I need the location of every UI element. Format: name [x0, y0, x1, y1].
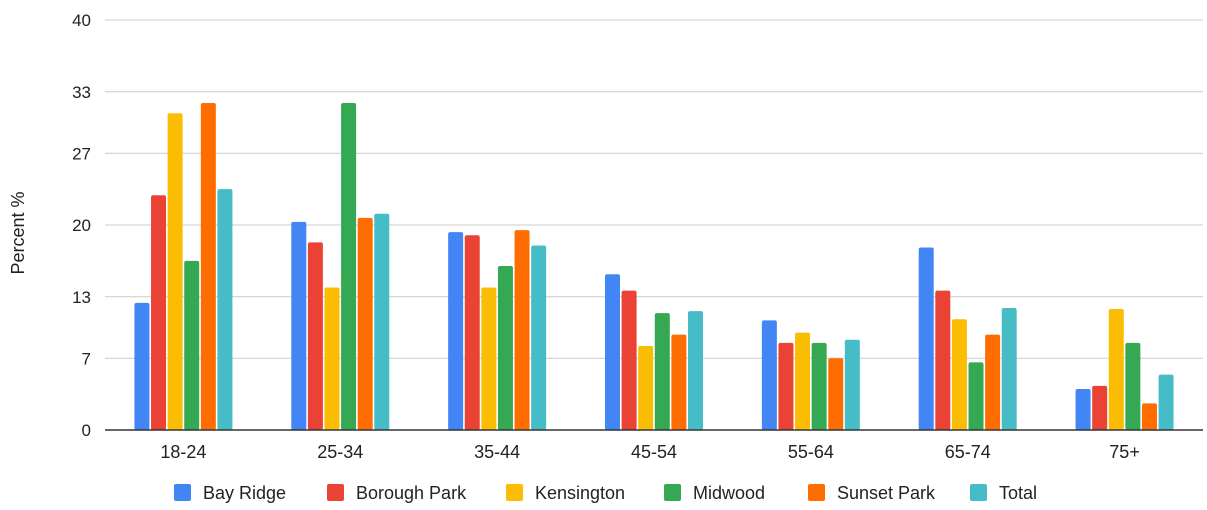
bar-total-55-64 [844, 339, 860, 430]
y-tick-label: 0 [82, 421, 91, 440]
bar-sunset-park-65-74 [985, 334, 1001, 430]
legend-swatch [970, 484, 987, 501]
y-axis-title: Percent % [8, 191, 28, 274]
bar-total-18-24 [217, 189, 233, 430]
x-tick-label: 45-54 [631, 442, 677, 462]
bar-borough-park-65-74 [935, 290, 951, 430]
legend-label: Kensington [535, 483, 625, 503]
bar-sunset-park-45-54 [671, 334, 687, 430]
legend-label: Total [999, 483, 1037, 503]
x-tick-label: 18-24 [160, 442, 206, 462]
bar-sunset-park-75+ [1141, 403, 1157, 430]
bar-total-65-74 [1001, 308, 1017, 430]
legend-swatch [506, 484, 523, 501]
bar-kensington-75+ [1108, 309, 1124, 430]
legend-swatch [664, 484, 681, 501]
bar-kensington-18-24 [167, 113, 183, 431]
bar-borough-park-18-24 [151, 195, 167, 430]
bar-sunset-park-18-24 [200, 103, 216, 431]
bar-bay-ridge-55-64 [761, 320, 777, 430]
bar-midwood-18-24 [184, 260, 200, 430]
bar-kensington-65-74 [951, 319, 967, 430]
y-tick-label: 13 [72, 288, 91, 307]
bar-kensington-35-44 [481, 287, 497, 430]
y-tick-label: 20 [72, 216, 91, 235]
bar-kensington-45-54 [638, 345, 654, 430]
bar-midwood-55-64 [811, 342, 827, 430]
bar-sunset-park-35-44 [514, 230, 530, 430]
bar-sunset-park-55-64 [828, 358, 844, 430]
x-tick-label: 65-74 [945, 442, 991, 462]
bar-total-25-34 [374, 213, 390, 430]
y-tick-label: 33 [72, 83, 91, 102]
bar-bay-ridge-45-54 [605, 274, 620, 430]
legend-label: Bay Ridge [203, 483, 286, 503]
y-axis-ticks: 0 7 13 20 27 33 40 [72, 11, 91, 440]
bar-bay-ridge-25-34 [291, 221, 307, 430]
gridlines [105, 19, 1203, 359]
legend-label: Borough Park [356, 483, 467, 503]
bar-total-45-54 [688, 311, 703, 430]
bar-bay-ridge-75+ [1075, 389, 1091, 430]
x-tick-label: 35-44 [474, 442, 520, 462]
bar-borough-park-25-34 [307, 242, 323, 430]
bar-midwood-25-34 [341, 103, 357, 431]
legend-label: Sunset Park [837, 483, 936, 503]
bar-total-35-44 [531, 245, 547, 430]
bar-midwood-65-74 [968, 362, 984, 430]
bar-total-75+ [1158, 374, 1174, 430]
bar-bay-ridge-18-24 [134, 302, 150, 430]
legend: Bay Ridge Borough Park Kensington Midwood Su… [174, 483, 1037, 503]
y-tick-label: 40 [72, 11, 91, 30]
legend-label: Midwood [693, 483, 765, 503]
bar-midwood-45-54 [654, 313, 670, 430]
bar-kensington-55-64 [795, 332, 811, 430]
bar-midwood-35-44 [497, 266, 513, 430]
x-axis-ticks: 18-24 25-34 35-44 45-54 55-64 65-74 75+ [160, 442, 1139, 462]
legend-swatch [808, 484, 825, 501]
bar-midwood-75+ [1125, 342, 1141, 430]
legend-swatch [174, 484, 191, 501]
x-tick-label: 25-34 [317, 442, 363, 462]
bar-bay-ridge-35-44 [448, 232, 464, 430]
legend-swatch [327, 484, 344, 501]
bar-sunset-park-25-34 [357, 217, 373, 430]
x-tick-label: 55-64 [788, 442, 834, 462]
bars [134, 103, 1174, 431]
bar-borough-park-75+ [1092, 385, 1108, 430]
y-tick-label: 27 [72, 144, 91, 163]
bar-bay-ridge-65-74 [918, 247, 934, 430]
bar-borough-park-35-44 [464, 235, 480, 430]
x-tick-label: 75+ [1109, 442, 1140, 462]
bar-kensington-25-34 [324, 287, 340, 430]
bar-borough-park-55-64 [778, 342, 794, 430]
bar-borough-park-45-54 [621, 290, 637, 430]
y-tick-label: 7 [82, 349, 91, 368]
